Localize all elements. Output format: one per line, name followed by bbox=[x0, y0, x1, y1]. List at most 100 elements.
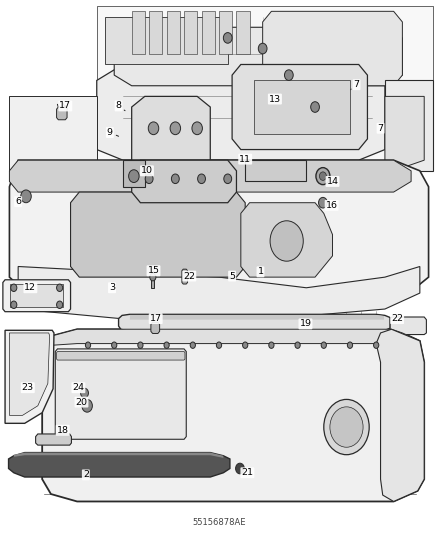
Polygon shape bbox=[132, 96, 210, 165]
Polygon shape bbox=[119, 314, 390, 332]
Polygon shape bbox=[35, 434, 71, 445]
Polygon shape bbox=[11, 284, 63, 308]
Circle shape bbox=[269, 342, 274, 349]
Polygon shape bbox=[241, 203, 332, 277]
Polygon shape bbox=[97, 6, 433, 160]
Polygon shape bbox=[5, 330, 54, 423]
Circle shape bbox=[85, 342, 91, 349]
Polygon shape bbox=[10, 160, 411, 192]
Polygon shape bbox=[14, 453, 223, 458]
Polygon shape bbox=[10, 160, 428, 320]
Polygon shape bbox=[132, 160, 237, 203]
Text: 19: 19 bbox=[300, 319, 311, 328]
Polygon shape bbox=[385, 80, 433, 171]
Polygon shape bbox=[376, 329, 424, 502]
Polygon shape bbox=[71, 192, 245, 277]
Text: 3: 3 bbox=[109, 283, 115, 292]
Circle shape bbox=[192, 122, 202, 135]
Text: 24: 24 bbox=[72, 383, 85, 392]
Text: 7: 7 bbox=[378, 124, 384, 133]
Circle shape bbox=[311, 102, 319, 112]
Polygon shape bbox=[57, 107, 67, 120]
Text: 10: 10 bbox=[141, 166, 153, 175]
Circle shape bbox=[324, 399, 369, 455]
Text: 22: 22 bbox=[184, 272, 195, 280]
Text: 5: 5 bbox=[229, 272, 235, 280]
Polygon shape bbox=[237, 11, 250, 54]
Circle shape bbox=[321, 342, 326, 349]
Circle shape bbox=[11, 284, 17, 292]
Polygon shape bbox=[390, 317, 426, 335]
Polygon shape bbox=[232, 64, 367, 150]
Circle shape bbox=[285, 70, 293, 80]
Polygon shape bbox=[151, 322, 159, 334]
Text: 11: 11 bbox=[239, 155, 251, 164]
Circle shape bbox=[171, 174, 179, 183]
Circle shape bbox=[347, 342, 353, 349]
Polygon shape bbox=[106, 17, 228, 64]
Circle shape bbox=[216, 342, 222, 349]
Polygon shape bbox=[57, 352, 185, 360]
Text: 7: 7 bbox=[353, 80, 360, 89]
Circle shape bbox=[319, 172, 326, 180]
Text: 55156878AE: 55156878AE bbox=[192, 518, 246, 527]
Polygon shape bbox=[132, 11, 145, 54]
Polygon shape bbox=[149, 11, 162, 54]
Text: 9: 9 bbox=[107, 128, 113, 137]
Circle shape bbox=[190, 342, 195, 349]
Polygon shape bbox=[166, 11, 180, 54]
Text: 13: 13 bbox=[269, 94, 281, 103]
Circle shape bbox=[11, 301, 17, 309]
Text: 14: 14 bbox=[326, 177, 339, 186]
Circle shape bbox=[258, 43, 267, 54]
Polygon shape bbox=[263, 11, 403, 86]
Polygon shape bbox=[18, 266, 420, 320]
Text: 12: 12 bbox=[25, 283, 36, 292]
Circle shape bbox=[295, 342, 300, 349]
Circle shape bbox=[330, 407, 363, 447]
Circle shape bbox=[129, 169, 139, 182]
Text: 6: 6 bbox=[15, 197, 21, 206]
Circle shape bbox=[270, 221, 303, 261]
Polygon shape bbox=[42, 329, 424, 502]
Polygon shape bbox=[10, 333, 49, 415]
Polygon shape bbox=[254, 80, 350, 134]
Circle shape bbox=[82, 399, 92, 412]
Text: 23: 23 bbox=[22, 383, 34, 392]
Polygon shape bbox=[245, 160, 306, 181]
Text: 17: 17 bbox=[59, 101, 71, 110]
Polygon shape bbox=[42, 329, 420, 349]
Circle shape bbox=[138, 342, 143, 349]
Polygon shape bbox=[55, 349, 186, 439]
Circle shape bbox=[145, 174, 153, 183]
Text: 2: 2 bbox=[83, 471, 89, 479]
Polygon shape bbox=[182, 269, 187, 284]
Circle shape bbox=[57, 284, 63, 292]
Text: 1: 1 bbox=[258, 268, 264, 276]
Circle shape bbox=[170, 122, 180, 135]
Polygon shape bbox=[219, 11, 232, 54]
Circle shape bbox=[243, 342, 248, 349]
Text: 15: 15 bbox=[148, 266, 159, 275]
Polygon shape bbox=[123, 160, 145, 187]
Polygon shape bbox=[114, 27, 403, 86]
Circle shape bbox=[236, 463, 244, 474]
Text: 16: 16 bbox=[325, 201, 338, 210]
Circle shape bbox=[57, 301, 63, 309]
Circle shape bbox=[316, 167, 330, 184]
Circle shape bbox=[21, 190, 31, 203]
Circle shape bbox=[148, 122, 159, 135]
Polygon shape bbox=[10, 96, 97, 171]
Polygon shape bbox=[184, 11, 197, 54]
Text: 22: 22 bbox=[391, 314, 403, 323]
Circle shape bbox=[374, 342, 379, 349]
Polygon shape bbox=[130, 315, 384, 320]
Text: 18: 18 bbox=[57, 426, 69, 435]
Circle shape bbox=[224, 174, 232, 183]
Text: 20: 20 bbox=[75, 398, 88, 407]
Polygon shape bbox=[151, 277, 154, 288]
Polygon shape bbox=[9, 453, 230, 477]
Circle shape bbox=[81, 388, 88, 398]
Text: 17: 17 bbox=[150, 314, 162, 323]
Text: 8: 8 bbox=[116, 101, 122, 110]
